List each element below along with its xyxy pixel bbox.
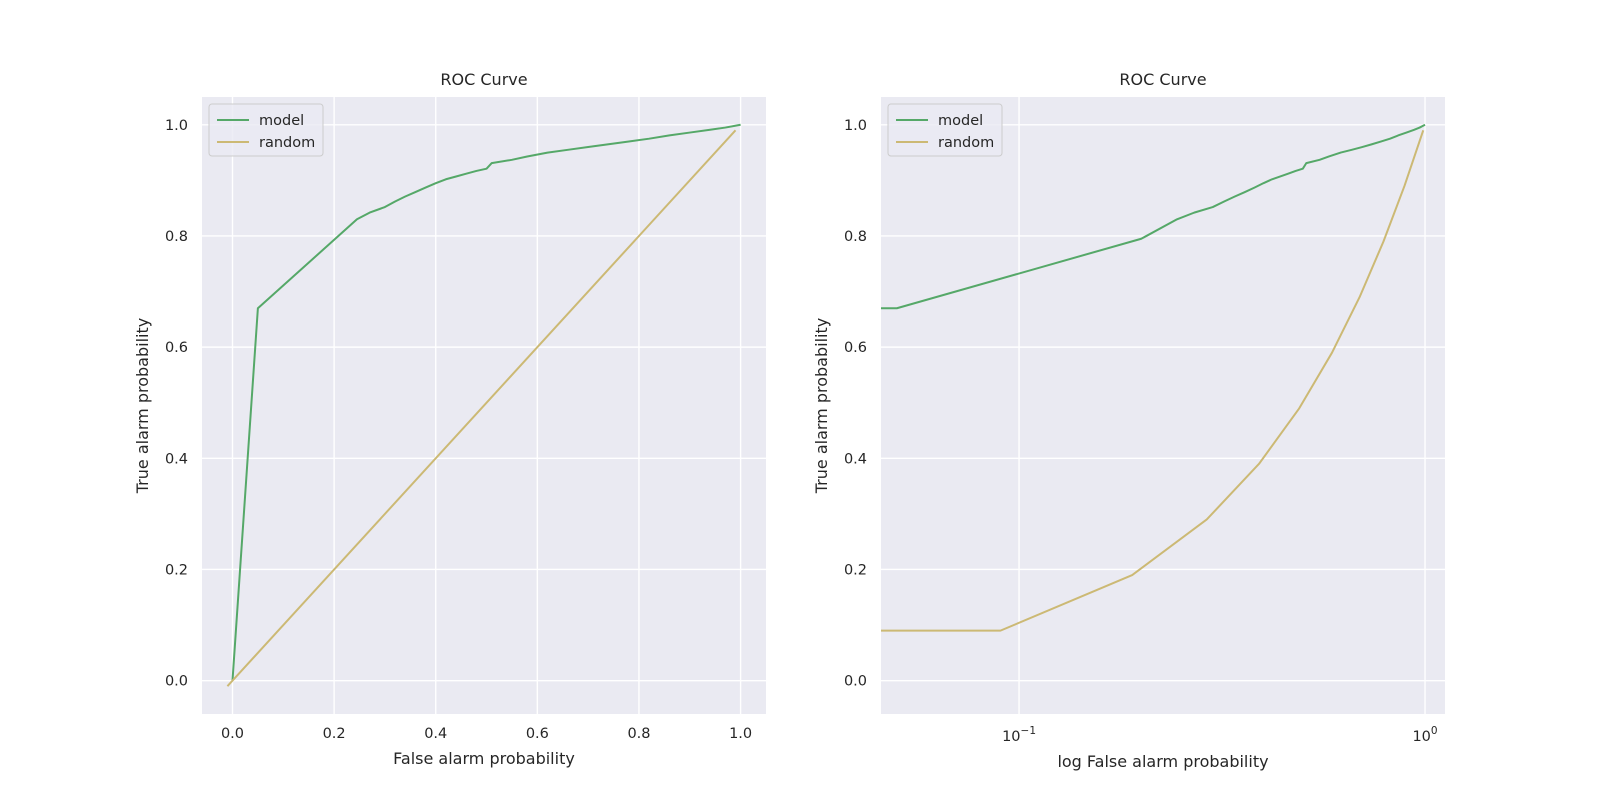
x-tick-label: 100	[1412, 725, 1437, 745]
y-tick-label: 0.6	[165, 340, 188, 356]
legend-label: random	[259, 135, 315, 151]
x-tick-label: 10−1	[1002, 725, 1036, 745]
x-tick-label: 0.6	[526, 726, 549, 742]
legend-label: model	[938, 113, 983, 129]
x-tick-base: 10	[1412, 729, 1430, 745]
y-tick-label: 0.8	[165, 229, 188, 245]
series-line-model	[231, 123, 741, 681]
y-tick-label: 0.2	[165, 562, 188, 578]
x-tick-exponent: 0	[1431, 725, 1438, 737]
series-line-random	[226, 129, 737, 687]
series-line-random	[881, 130, 1425, 632]
chart-title: ROC Curve	[440, 70, 527, 89]
y-axis-title: True alarm probability	[133, 318, 152, 494]
x-tick-label: 0.2	[323, 726, 346, 742]
chart-panel-1: 0.0 0.2 0.4 0.6 0.8 1.0 0.0 0.2 0.4 0.6 0.8 1.0 ROC …	[133, 70, 766, 768]
legend: model random	[208, 103, 324, 157]
legend-label: random	[938, 135, 994, 151]
x-tick-exponent: −1	[1021, 725, 1036, 737]
y-tick-label: 0.0	[165, 674, 188, 690]
x-axis-title: log False alarm probability	[1057, 752, 1268, 771]
y-axis-title: True alarm probability	[812, 318, 831, 494]
x-axis-title: False alarm probability	[393, 749, 575, 768]
y-tick-label: 1.0	[165, 118, 188, 134]
chart-title: ROC Curve	[1119, 70, 1206, 89]
x-tick-label: 1.0	[729, 726, 752, 742]
plot-area	[881, 97, 1445, 714]
y-tick-label: 0.2	[844, 562, 867, 578]
legend: model random	[887, 103, 1003, 157]
y-tick-label: 0.6	[844, 340, 867, 356]
y-tick-label: 0.4	[844, 451, 867, 467]
y-tick-label: 0.8	[844, 229, 867, 245]
series-line-model	[881, 123, 1426, 310]
x-tick-base: 10	[1002, 729, 1020, 745]
y-tick-label: 1.0	[844, 118, 867, 134]
x-tick-label: 0.8	[627, 726, 650, 742]
y-tick-label: 0.4	[165, 451, 188, 467]
y-tick-label: 0.0	[844, 674, 867, 690]
x-tick-label: 0.4	[424, 726, 447, 742]
legend-label: model	[259, 113, 304, 129]
x-tick-label: 0.0	[221, 726, 244, 742]
